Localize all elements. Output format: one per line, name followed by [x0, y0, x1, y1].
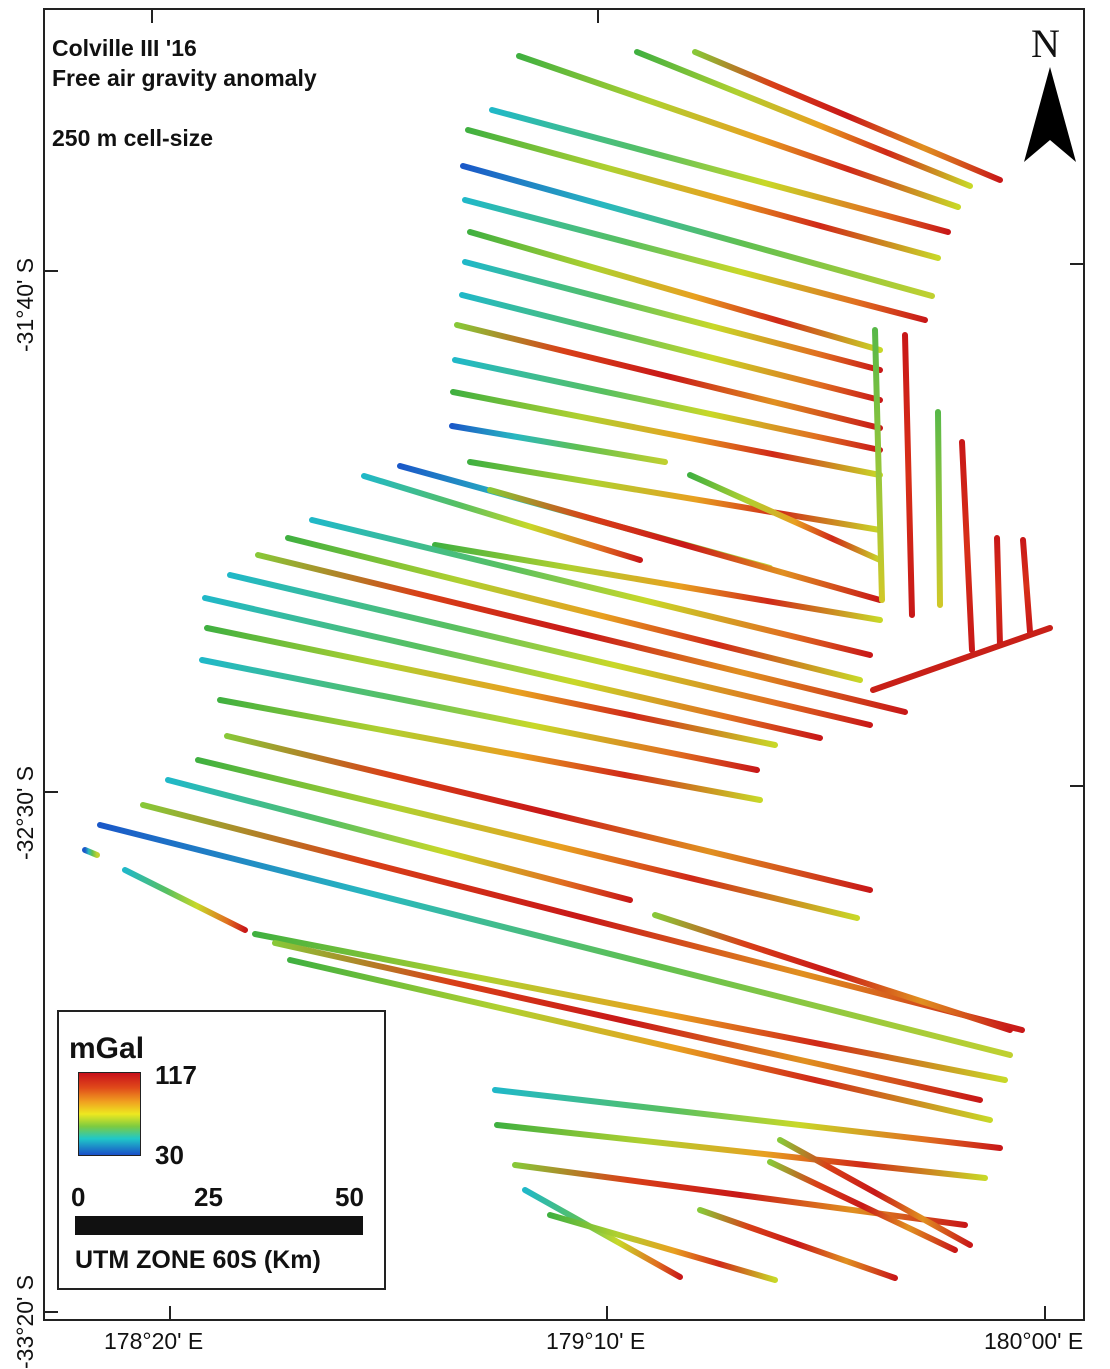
tie-line-4	[959, 439, 975, 653]
flight-line-9	[462, 259, 883, 373]
lat-label-1: -31°40' S	[12, 257, 38, 352]
flight-line-31	[165, 777, 633, 903]
flight-line-18	[487, 487, 883, 603]
tie-line-1	[872, 327, 885, 603]
scale-bar	[75, 1216, 363, 1235]
north-label: N	[1031, 21, 1060, 66]
flight-line-14	[449, 423, 668, 465]
scale-unit: UTM ZONE 60S (Km)	[75, 1246, 321, 1274]
map-title-line-3: 250 m cell-size	[52, 125, 214, 151]
flight-line-11	[454, 322, 883, 431]
legend-min-value: 30	[155, 1140, 184, 1170]
flight-line-28	[217, 697, 763, 803]
map-title-line-1: Colville III '16	[52, 35, 197, 61]
legend: mGal 117 30 0 25 50 UTM ZONE 60S (Km)	[57, 1010, 386, 1290]
flight-line-35	[122, 867, 248, 933]
lon-label-2: 179°10' E	[546, 1328, 646, 1354]
tie-line-2	[902, 332, 915, 618]
flight-line-41	[494, 1122, 988, 1181]
flight-line-38	[287, 957, 993, 1123]
tick-top-2	[597, 8, 599, 23]
flight-line-13	[450, 389, 883, 478]
lat-label-2: -32°30' S	[12, 765, 38, 860]
tick-bottom-2	[606, 1306, 608, 1321]
flight-line-29	[224, 733, 873, 893]
flight-line-22	[285, 535, 863, 683]
flight-line-21	[309, 517, 873, 658]
flight-line-4	[489, 107, 951, 235]
tick-bottom-3	[1044, 1306, 1046, 1321]
flight-line-39	[652, 912, 1013, 1033]
tie-line-6	[1020, 537, 1033, 635]
flight-line-42	[512, 1162, 968, 1228]
flight-line-37	[272, 940, 983, 1103]
flight-line-32	[140, 802, 1025, 1033]
flight-line-30	[195, 757, 860, 921]
legend-unit: mGal	[69, 1032, 145, 1065]
flight-line-7	[462, 197, 928, 323]
flight-line-24	[227, 572, 873, 728]
flight-line-19	[361, 473, 643, 563]
tick-left-3	[43, 1311, 58, 1313]
tie-line-5	[994, 535, 1003, 648]
flight-line-44	[767, 1159, 958, 1253]
flight-line-10	[459, 292, 883, 403]
legend-max-value: 117	[155, 1060, 197, 1090]
flight-line-1	[634, 49, 973, 189]
lon-label-3: 180°00' E	[984, 1328, 1084, 1354]
scale-label-25: 25	[194, 1182, 223, 1212]
flight-line-40	[492, 1087, 1003, 1151]
tie-line-3	[935, 409, 943, 608]
flight-line-3	[516, 53, 961, 210]
flight-line-27	[199, 657, 760, 773]
flight-line-17	[687, 472, 883, 563]
north-arrow-icon	[1024, 67, 1076, 162]
flight-line-8	[467, 229, 883, 353]
flight-line-46	[547, 1212, 778, 1283]
tick-left-1	[43, 270, 58, 272]
tie-line-diagonal	[870, 625, 1053, 693]
flight-line-47	[697, 1207, 898, 1281]
scale-label-50: 50	[335, 1182, 364, 1212]
legend-color-ramp	[78, 1072, 141, 1156]
flight-line-26	[204, 625, 778, 748]
flight-line-12	[452, 357, 883, 453]
tick-left-2	[43, 791, 58, 793]
flight-line-5	[465, 127, 941, 261]
flight-line-15	[467, 459, 883, 533]
flight-line-6	[460, 163, 935, 299]
flight-line-34	[82, 847, 100, 858]
map-title-line-2: Free air gravity anomaly	[52, 65, 317, 91]
flight-line-23	[255, 552, 908, 715]
flight-line-20	[432, 542, 883, 623]
flight-line-25	[202, 595, 823, 741]
tick-right-1	[1070, 263, 1085, 265]
flight-line-33	[97, 822, 1013, 1058]
tick-right-2	[1070, 785, 1085, 787]
tick-top-1	[151, 8, 153, 23]
flight-line-2	[692, 49, 1003, 183]
lon-label-1: 178°20' E	[104, 1328, 204, 1354]
tick-bottom-1	[169, 1306, 171, 1321]
flight-line-43	[777, 1137, 973, 1248]
flight-line-45	[522, 1187, 683, 1280]
lat-label-3: -33°20' S	[12, 1274, 38, 1369]
flight-line-36	[252, 931, 1008, 1083]
scale-label-0: 0	[71, 1182, 86, 1212]
